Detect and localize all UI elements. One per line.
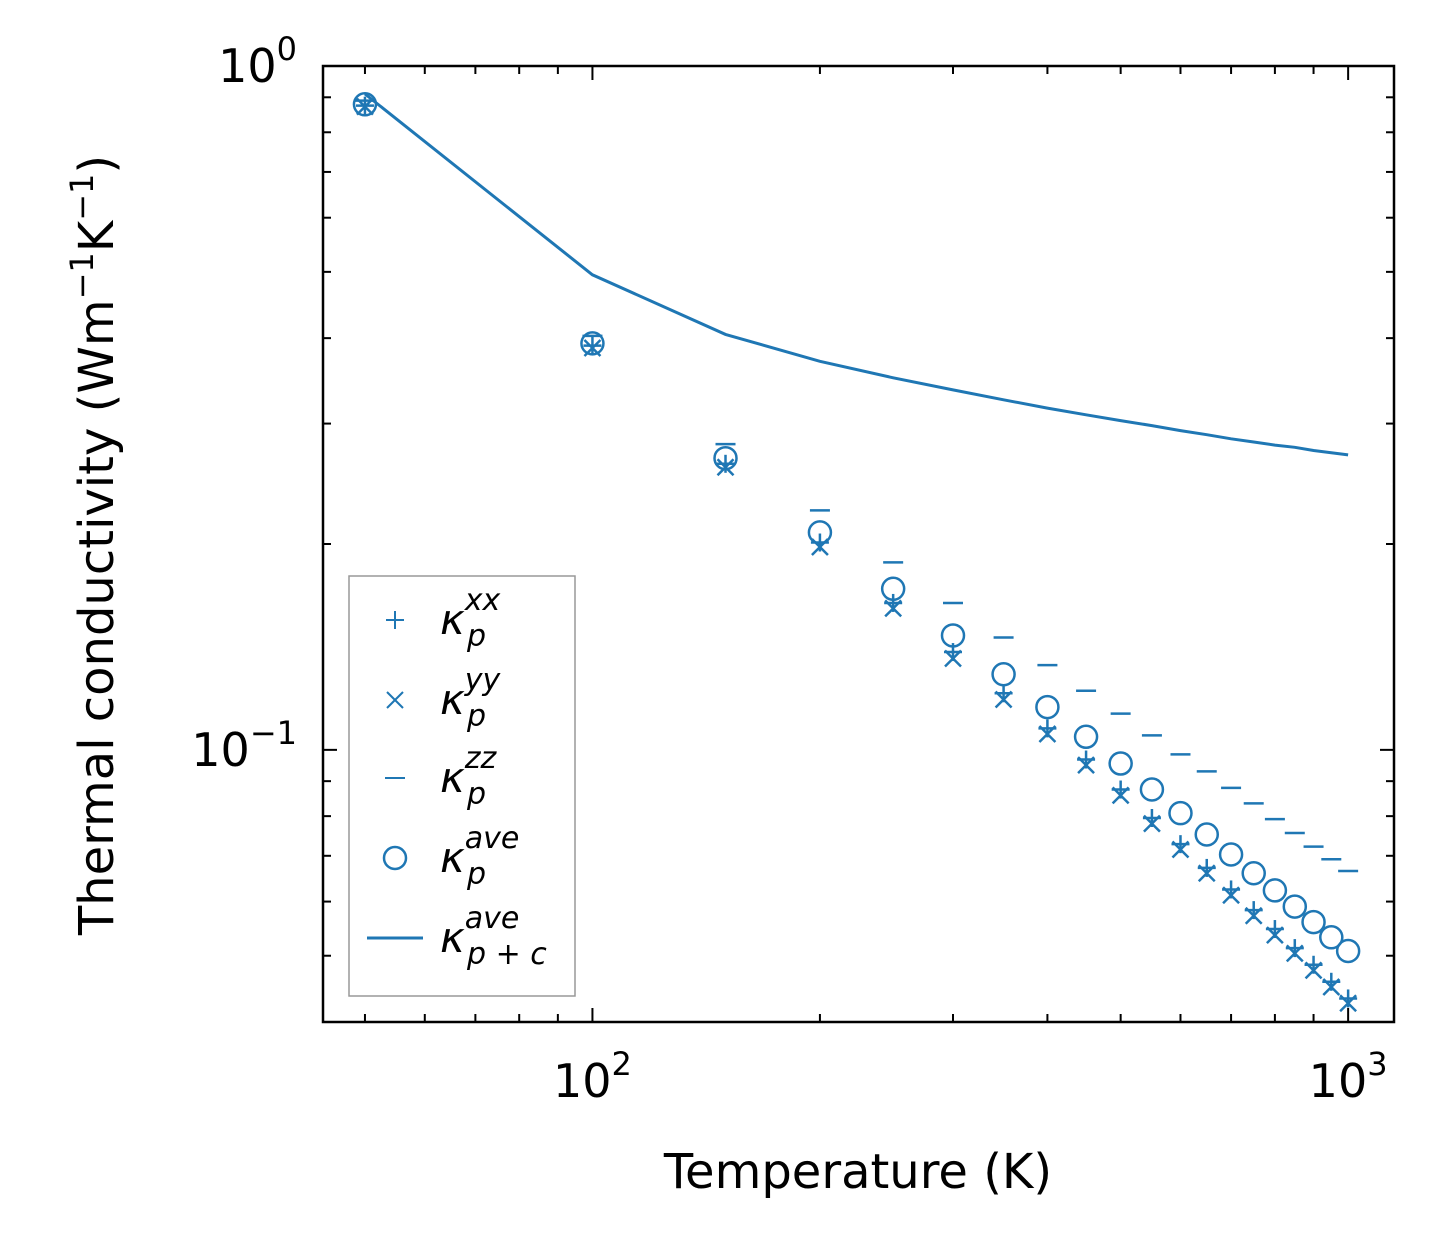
data-point [1108, 751, 1133, 776]
data-point [807, 520, 833, 545]
series-line [364, 92, 1349, 457]
series-circle [352, 92, 1361, 964]
data-point [1339, 994, 1358, 1013]
legend-entry: κzz p [385, 741, 498, 812]
y-tick-labels: 100 10−1 [191, 30, 297, 777]
data-point [1301, 909, 1326, 935]
plot-frame [321, 64, 1396, 1024]
legend-box [348, 575, 576, 997]
y-axis-title-mid: K [69, 219, 125, 252]
legend-label: κyy p [440, 663, 502, 734]
data-point [713, 445, 738, 471]
data-point [1038, 725, 1057, 743]
data-point [1285, 944, 1304, 963]
data-point [1304, 961, 1323, 980]
data-point [1194, 822, 1220, 847]
legend-marker [382, 845, 408, 871]
data-point [1322, 978, 1341, 996]
x-tick-labels: 102 103 [553, 1045, 1388, 1108]
data-point [944, 649, 962, 668]
data-point [1197, 864, 1216, 883]
y-axis-title-exp2: −1 [63, 174, 101, 221]
data-point [880, 576, 906, 602]
data-point [716, 458, 735, 477]
data-point [940, 623, 966, 648]
legend-marker [386, 691, 404, 709]
data-point [1218, 842, 1244, 867]
data-point [1143, 814, 1161, 833]
y-axis-title-exp1: −1 [63, 252, 101, 299]
y-axis-title: Thermal conductivity (Wm−1K−1) [63, 155, 125, 936]
legend-marker [386, 611, 404, 629]
y-axis-title-close: ) [69, 155, 125, 174]
series-x [356, 97, 1358, 1013]
legend-entry: κxx p [386, 583, 501, 654]
data-point [583, 336, 602, 355]
y-tick-label: 100 [218, 30, 297, 93]
series-hline [354, 99, 1359, 873]
x-tick-label: 102 [553, 1045, 632, 1108]
series-line [364, 92, 1349, 457]
data-point [1262, 878, 1288, 903]
data-point [1168, 800, 1193, 826]
y-tick-label: 10−1 [191, 714, 297, 777]
x-tick-label: 103 [1309, 1045, 1388, 1108]
data-point [1319, 925, 1344, 950]
data-point [1077, 756, 1095, 774]
legend-label: κave p [440, 821, 519, 892]
legend-entry: κave p [382, 821, 519, 892]
legend-label: κzz p [440, 741, 498, 812]
data-point [1335, 938, 1361, 964]
data-point [1139, 777, 1165, 802]
data-point [580, 331, 605, 356]
data-point [1111, 786, 1130, 805]
x-axis-title: Temperature (K) [663, 1144, 1052, 1200]
data-point [1222, 886, 1240, 905]
legend-label: κxx p [440, 583, 501, 654]
data-point [991, 661, 1016, 687]
data-point [1171, 840, 1190, 859]
data-point [1282, 894, 1308, 919]
data-point [884, 599, 903, 618]
legend-label: κave p + c [440, 901, 547, 972]
data-point [1244, 906, 1263, 925]
data-point [1035, 694, 1060, 720]
series-layer [352, 92, 1361, 1013]
legend-entry: κyy p [386, 663, 502, 734]
data-point [1266, 926, 1284, 944]
minor-ticks [323, 66, 1394, 1023]
y-axis-title-main: Thermal conductivity (Wm [69, 299, 125, 936]
data-point [1073, 724, 1099, 750]
legend-entry: κave p + c [367, 901, 547, 972]
data-point [994, 690, 1013, 709]
legend: κxx p κyy p κzz p κave p κave p + c [348, 575, 576, 997]
data-point [1241, 861, 1266, 886]
